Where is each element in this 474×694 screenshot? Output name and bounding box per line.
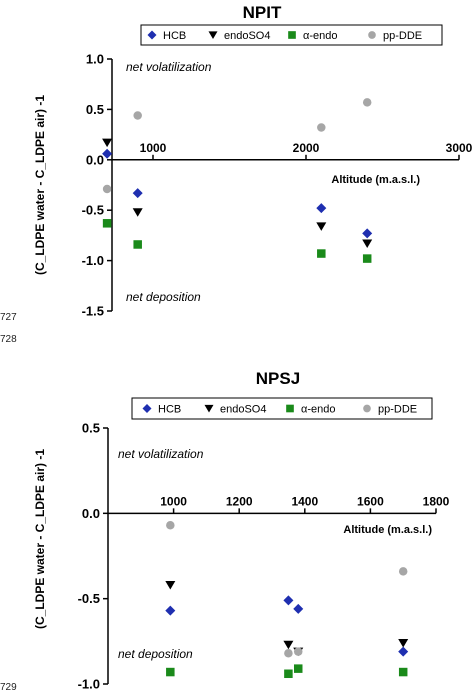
- npit-pp-dde-point-4: [362, 98, 372, 107]
- npit-hcb-point-2: [132, 188, 143, 199]
- npsj-hcb-point-4: [398, 646, 409, 657]
- legend-label-endoso4: endoSO4: [220, 404, 266, 416]
- y-axis-label: (C_LDPE water - C_LDPE air) -1: [33, 95, 47, 275]
- y-tick-label: -1.5: [82, 304, 104, 319]
- x-tick-label: 1000: [140, 141, 167, 155]
- y-tick-label: 0.0: [86, 152, 104, 167]
- y-tick-label: -0.5: [82, 203, 104, 218]
- npit-endoso4-point-3: [316, 222, 327, 231]
- npit-pp-dde-point-2: [133, 111, 142, 120]
- line-number-728: 728: [0, 334, 17, 345]
- annotation-net-deposition: net deposition: [126, 290, 201, 304]
- line-number-729: 729: [0, 682, 17, 693]
- legend-box: [131, 397, 433, 420]
- y-axis-label: (C_LDPE water - C_LDPE air) -1: [33, 449, 47, 629]
- annotation-net-deposition: net deposition: [118, 647, 193, 661]
- legend-marker-hcb: [142, 404, 152, 413]
- y-tick-label: -1.0: [78, 677, 100, 692]
- npit--endo-point-4: [362, 254, 372, 263]
- npit--endo-point-3: [317, 249, 326, 258]
- legend-label-pp-dde: pp-DDE: [378, 404, 417, 416]
- chart-title: NPIT: [243, 3, 282, 22]
- legend-label-endoso4: endoSO4: [224, 30, 270, 42]
- npit-pp-dde-point-1: [102, 184, 112, 194]
- npsj--endo-point-1: [166, 667, 175, 677]
- npsj--endo-point-3: [293, 664, 303, 673]
- npsj-endoso4-point-1: [165, 581, 176, 590]
- legend-marker-hcb: [147, 30, 157, 40]
- annotation-net-volatilization: net volatilization: [118, 447, 204, 461]
- npit-endoso4-point-1: [102, 138, 113, 148]
- legend-marker-pp-dde: [368, 31, 376, 39]
- npsj-chart: NPSJ HCB endoSO4 α-endo pp-DDE 0.5 0.0 -0.5 -1.0…: [33, 369, 450, 692]
- legend-marker--endo: [286, 404, 294, 413]
- legend-label-pp-dde: pp-DDE: [383, 30, 422, 42]
- npit--endo-point-2: [133, 240, 142, 249]
- x-tick-label: 3000: [446, 141, 473, 155]
- legend-marker-pp-dde: [363, 404, 371, 413]
- npsj-hcb-point-2: [283, 595, 294, 606]
- legend-label--endo: α-endo: [303, 30, 338, 42]
- y-tick-label: -0.5: [78, 591, 100, 606]
- legend-label-hcb: HCB: [163, 30, 186, 42]
- x-tick-label: 2000: [293, 141, 320, 155]
- npsj--endo-point-2: [284, 669, 293, 679]
- x-tick-label: 1400: [291, 494, 318, 508]
- npsj-endoso4-point-2: [283, 640, 294, 650]
- x-axis-label: Altitude (m.a.s.l.): [343, 524, 432, 536]
- npsj-hcb-point-3: [293, 603, 304, 614]
- y-tick-label: 0.5: [82, 421, 100, 436]
- npsj-hcb-point-1: [165, 605, 176, 616]
- npsj-pp-dde-point-1: [166, 521, 175, 530]
- legend-label-hcb: HCB: [158, 404, 181, 416]
- npit-chart: NPIT HCB endoSO4 α-endo pp-DDE 1.0 0.5 0.0 -0.5 -…: [33, 3, 473, 319]
- npit-hcb-point-1: [102, 148, 113, 159]
- x-tick-label: 1800: [423, 494, 450, 508]
- x-tick-label: 1200: [226, 494, 253, 508]
- npit-endoso4-point-2: [132, 208, 143, 217]
- npit-pp-dde-point-3: [317, 123, 326, 132]
- y-tick-label: 0.0: [82, 506, 100, 521]
- line-number-727: 727: [0, 312, 17, 323]
- x-tick-label: 1000: [160, 494, 187, 508]
- npit-hcb-point-3: [316, 203, 327, 214]
- annotation-net-volatilization: net volatilization: [126, 60, 212, 74]
- chart-title: NPSJ: [256, 369, 300, 388]
- npsj--endo-point-4: [398, 667, 408, 677]
- npit-endoso4-point-4: [362, 239, 373, 248]
- npsj-pp-dde-point-3: [293, 647, 303, 656]
- legend-label--endo: α-endo: [301, 404, 336, 416]
- npsj-pp-dde-point-2: [284, 649, 293, 658]
- y-tick-label: 0.5: [86, 102, 104, 117]
- x-tick-label: 1600: [357, 494, 384, 508]
- legend-marker-endoso4: [208, 31, 218, 40]
- y-tick-label: -1.0: [82, 253, 104, 268]
- npit-hcb-point-4: [362, 228, 373, 239]
- x-axis-label: Altitude (m.a.s.l.): [331, 174, 420, 186]
- npsj-endoso4-point-4: [398, 639, 409, 648]
- legend-marker-endoso4: [204, 404, 214, 413]
- legend-marker--endo: [288, 31, 296, 39]
- npsj-pp-dde-point-4: [398, 567, 408, 576]
- npit--endo-point-1: [102, 219, 112, 228]
- y-tick-label: 1.0: [86, 52, 104, 67]
